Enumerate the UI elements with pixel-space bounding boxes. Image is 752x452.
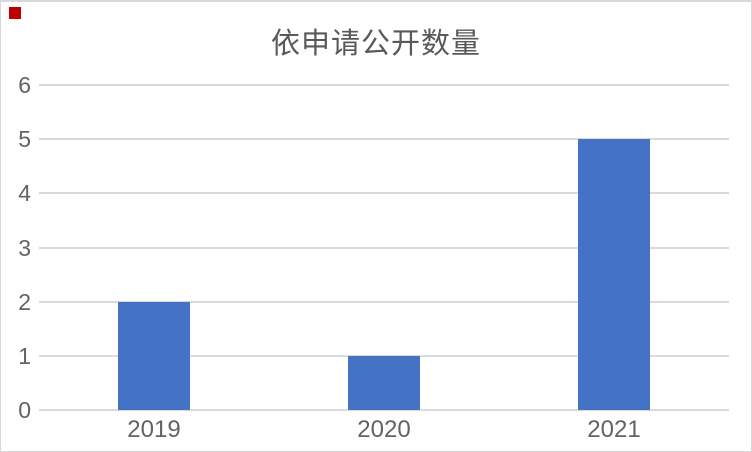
bar-2021: [578, 139, 650, 410]
gridline: [39, 354, 729, 357]
x-tick-label: 2019: [127, 416, 181, 443]
y-tick-label: 3: [18, 234, 31, 261]
bar-2020: [348, 355, 420, 410]
x-tick-label: 2021: [587, 416, 641, 443]
x-tick-label: 2020: [357, 416, 411, 443]
gridline: [39, 300, 729, 303]
gridline: [39, 192, 729, 195]
y-tick-label: 2: [18, 288, 31, 315]
y-tick-label: 0: [18, 397, 31, 423]
gridline: [39, 84, 729, 86]
y-tick-label: 6: [18, 72, 31, 98]
gridline: [39, 246, 729, 249]
y-tick-label: 1: [18, 342, 31, 369]
bar-2019: [118, 301, 190, 410]
y-tick-label: 5: [18, 126, 31, 153]
red-marker: [9, 7, 21, 19]
plot-area: [39, 84, 729, 411]
y-tick-label: 4: [18, 180, 31, 207]
gridline: [39, 409, 729, 411]
chart-title: 依申请公开数量: [270, 28, 481, 60]
gridline: [39, 138, 729, 141]
